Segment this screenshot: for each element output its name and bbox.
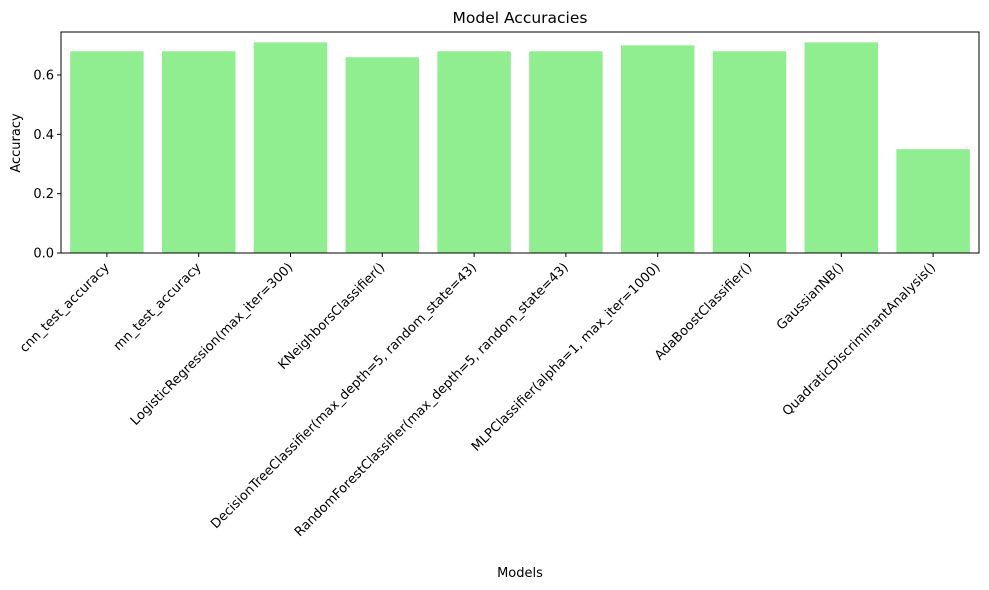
bar: [804, 42, 879, 253]
bar: [70, 51, 144, 254]
bar: [620, 45, 695, 253]
bar: [437, 51, 511, 254]
bar: [253, 42, 328, 253]
plot-frame: [60, 31, 980, 254]
y-axis: 0.0 0.2 0.4 0.6: [33, 69, 61, 262]
bar: [161, 51, 236, 254]
y-tick-label: 0.6: [33, 69, 54, 84]
bar: [529, 51, 603, 254]
y-axis-label: Accuracy: [9, 113, 24, 173]
y-tick-label: 0.2: [33, 187, 54, 202]
y-tick-label: 0.0: [33, 247, 54, 262]
x-axis-label: Models: [497, 566, 543, 581]
bar: [345, 57, 420, 253]
bar: [896, 149, 970, 253]
y-tick-label: 0.4: [33, 128, 54, 143]
chart-title: Model Accuracies: [453, 9, 588, 27]
bar: [712, 51, 787, 254]
bars-group: [70, 42, 970, 254]
